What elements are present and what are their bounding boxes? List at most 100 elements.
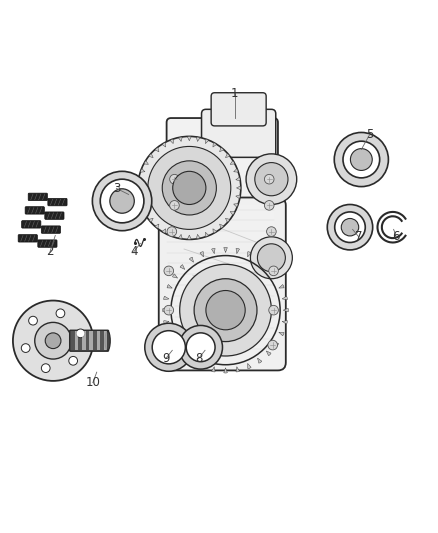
Text: 3: 3 bbox=[113, 182, 120, 195]
Wedge shape bbox=[173, 342, 178, 346]
Wedge shape bbox=[237, 186, 241, 190]
Wedge shape bbox=[200, 364, 204, 369]
Wedge shape bbox=[138, 195, 143, 199]
Wedge shape bbox=[149, 154, 153, 158]
FancyBboxPatch shape bbox=[70, 330, 109, 351]
Wedge shape bbox=[138, 186, 142, 190]
Wedge shape bbox=[212, 248, 215, 254]
Circle shape bbox=[35, 322, 71, 359]
FancyBboxPatch shape bbox=[82, 331, 85, 350]
Wedge shape bbox=[170, 139, 173, 143]
Circle shape bbox=[206, 290, 245, 330]
Circle shape bbox=[343, 141, 380, 178]
Wedge shape bbox=[212, 367, 215, 372]
Wedge shape bbox=[247, 252, 251, 257]
Wedge shape bbox=[279, 332, 284, 336]
Text: 10: 10 bbox=[85, 376, 100, 389]
Wedge shape bbox=[189, 257, 194, 262]
Wedge shape bbox=[162, 143, 166, 147]
Wedge shape bbox=[164, 296, 169, 300]
Circle shape bbox=[180, 264, 272, 356]
Text: 5: 5 bbox=[366, 128, 373, 141]
Wedge shape bbox=[173, 274, 178, 278]
Wedge shape bbox=[219, 224, 223, 228]
Circle shape bbox=[21, 344, 30, 352]
Wedge shape bbox=[273, 342, 279, 346]
FancyBboxPatch shape bbox=[18, 235, 37, 242]
Circle shape bbox=[138, 136, 241, 239]
Circle shape bbox=[334, 133, 389, 187]
FancyBboxPatch shape bbox=[166, 118, 278, 227]
Circle shape bbox=[152, 330, 185, 364]
Circle shape bbox=[170, 200, 179, 210]
Text: 8: 8 bbox=[195, 352, 202, 365]
Circle shape bbox=[76, 329, 85, 338]
Text: 7: 7 bbox=[355, 230, 363, 243]
Circle shape bbox=[45, 333, 61, 349]
Circle shape bbox=[56, 309, 65, 318]
Circle shape bbox=[265, 200, 274, 210]
Wedge shape bbox=[187, 235, 191, 239]
Circle shape bbox=[267, 227, 276, 236]
Wedge shape bbox=[273, 274, 279, 278]
Wedge shape bbox=[141, 204, 145, 207]
Text: 4: 4 bbox=[130, 245, 138, 258]
Wedge shape bbox=[205, 232, 208, 237]
Wedge shape bbox=[187, 136, 191, 141]
Wedge shape bbox=[233, 169, 238, 172]
Wedge shape bbox=[236, 367, 240, 372]
Wedge shape bbox=[266, 351, 271, 356]
Wedge shape bbox=[224, 247, 227, 253]
Wedge shape bbox=[213, 143, 216, 147]
Wedge shape bbox=[155, 148, 159, 152]
FancyBboxPatch shape bbox=[104, 331, 107, 350]
Wedge shape bbox=[138, 177, 143, 181]
FancyBboxPatch shape bbox=[48, 198, 67, 206]
Circle shape bbox=[148, 147, 231, 229]
FancyBboxPatch shape bbox=[38, 240, 57, 247]
Circle shape bbox=[164, 305, 173, 315]
Wedge shape bbox=[180, 351, 185, 356]
Wedge shape bbox=[144, 161, 148, 164]
Circle shape bbox=[110, 189, 134, 213]
Wedge shape bbox=[179, 137, 182, 141]
FancyBboxPatch shape bbox=[21, 221, 41, 228]
Circle shape bbox=[246, 154, 297, 205]
FancyBboxPatch shape bbox=[96, 331, 100, 350]
Wedge shape bbox=[167, 285, 172, 288]
Circle shape bbox=[41, 364, 50, 373]
FancyBboxPatch shape bbox=[41, 226, 60, 233]
Wedge shape bbox=[170, 232, 173, 237]
Wedge shape bbox=[230, 212, 234, 215]
Ellipse shape bbox=[105, 331, 110, 350]
Wedge shape bbox=[247, 364, 251, 369]
Wedge shape bbox=[258, 358, 262, 363]
FancyBboxPatch shape bbox=[89, 331, 93, 350]
Circle shape bbox=[341, 219, 359, 236]
Wedge shape bbox=[149, 218, 153, 222]
Wedge shape bbox=[155, 224, 159, 228]
Wedge shape bbox=[167, 332, 172, 336]
Circle shape bbox=[92, 171, 152, 231]
Wedge shape bbox=[233, 204, 238, 207]
Wedge shape bbox=[226, 154, 230, 158]
Circle shape bbox=[350, 149, 372, 171]
Text: 1: 1 bbox=[231, 87, 238, 100]
FancyBboxPatch shape bbox=[25, 207, 44, 214]
Circle shape bbox=[165, 340, 174, 350]
Circle shape bbox=[186, 333, 215, 362]
Wedge shape bbox=[236, 177, 240, 181]
Wedge shape bbox=[279, 285, 284, 288]
Circle shape bbox=[251, 237, 292, 279]
Wedge shape bbox=[189, 358, 194, 363]
Wedge shape bbox=[205, 139, 208, 143]
FancyBboxPatch shape bbox=[211, 93, 266, 126]
Circle shape bbox=[255, 163, 288, 196]
Circle shape bbox=[69, 357, 78, 365]
Circle shape bbox=[145, 323, 193, 372]
Text: 6: 6 bbox=[392, 230, 400, 243]
Wedge shape bbox=[180, 265, 185, 269]
Wedge shape bbox=[258, 257, 262, 262]
Wedge shape bbox=[283, 309, 288, 312]
Circle shape bbox=[164, 266, 173, 276]
